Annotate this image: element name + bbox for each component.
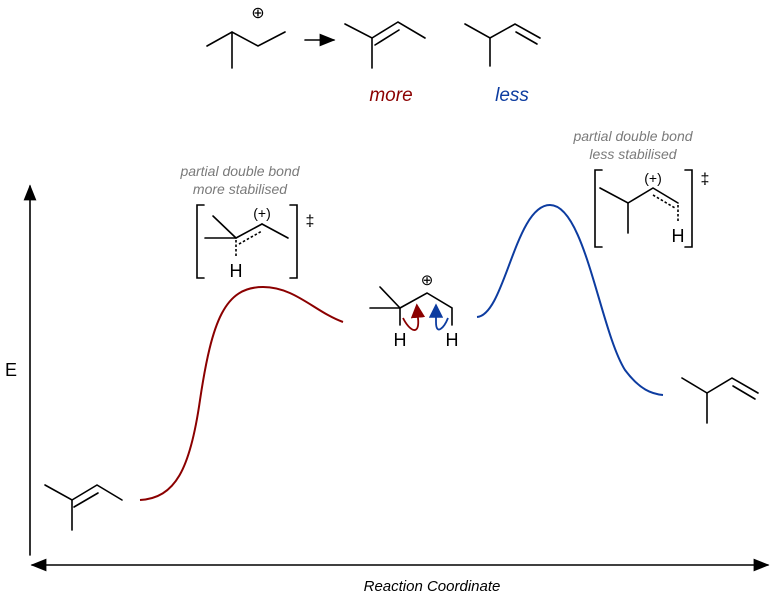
product-more-substituted-alkene xyxy=(344,21,426,69)
intermediate-charge: ⊕ xyxy=(421,272,434,289)
ts-less-note-line2: less stabilised xyxy=(589,146,677,162)
y-axis-label: E xyxy=(5,360,17,380)
intermediate-cation: H H ⊕ xyxy=(369,272,459,350)
ts-more-structure: H (+) ‡ xyxy=(196,204,315,281)
energy-curve-less xyxy=(476,203,664,396)
ts-less-structure: H (+) ‡ xyxy=(594,169,710,248)
ts-more-hydrogen: H xyxy=(230,261,243,281)
red-migration-arrow xyxy=(402,303,426,331)
ts-less-charge: (+) xyxy=(644,170,662,186)
ts-more-charge: (+) xyxy=(253,205,271,221)
ts-more-note-line2: more stabilised xyxy=(193,181,288,197)
ts-more-note-line1: partial double bond xyxy=(179,163,300,179)
blue-migration-arrow xyxy=(428,303,449,331)
energy-curve-more xyxy=(139,285,344,501)
product-less-substituted-alkene xyxy=(464,23,541,67)
start-alkene xyxy=(44,484,123,531)
ts-less-note-line1: partial double bond xyxy=(572,128,693,144)
reactant-cation: ⊕ xyxy=(206,5,286,69)
intermediate-hydrogen-right: H xyxy=(446,330,459,350)
end-alkene xyxy=(681,377,759,424)
label-less: less xyxy=(495,85,529,106)
cation-charge: ⊕ xyxy=(251,5,264,22)
x-axis-label: Reaction Coordinate xyxy=(364,578,501,595)
ts-less-hydrogen: H xyxy=(672,226,685,246)
ts-more-dagger: ‡ xyxy=(306,213,315,230)
intermediate-hydrogen-left: H xyxy=(394,330,407,350)
ts-less-dagger: ‡ xyxy=(701,171,710,188)
label-more: more xyxy=(369,85,412,106)
